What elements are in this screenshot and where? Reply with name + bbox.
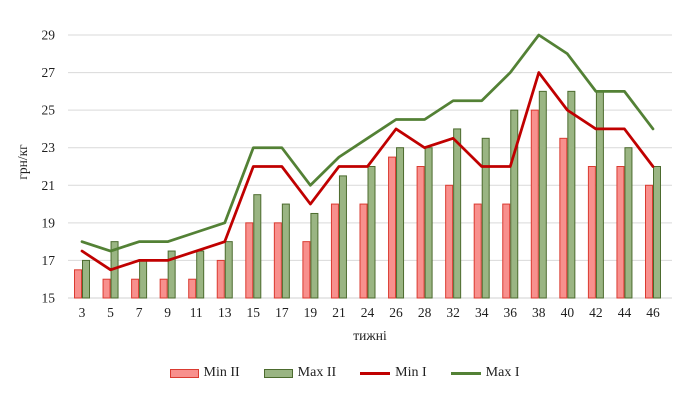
- y-tick-label: 29: [42, 28, 56, 43]
- x-tick-label: 5: [107, 305, 114, 320]
- min-ii-bar: [273, 222, 282, 299]
- x-tick-label: 17: [275, 305, 289, 320]
- max-ii-bar: [510, 109, 519, 299]
- min-i-line-swatch-icon: [360, 371, 391, 375]
- min-ii-bar: [245, 222, 254, 299]
- x-tick-label: 44: [618, 305, 632, 320]
- min-ii-bar: [102, 278, 111, 299]
- max-ii-bar: [624, 147, 633, 299]
- x-axis-tick-labels: 3 5 7 9 11 13 15 17 19 21 24 26 28 32 34 36 38 40 42 44 46: [79, 305, 660, 320]
- max-ii-bar: [338, 175, 347, 299]
- min-i-line: [80, 71, 655, 272]
- x-tick-label: 13: [218, 305, 232, 320]
- legend-item-min-ii: Min II: [169, 365, 240, 380]
- y-tick-label: 21: [42, 178, 56, 193]
- y-tick-label: 25: [42, 103, 56, 118]
- legend-label-max-i: Max I: [485, 365, 520, 380]
- max-ii-bar: [139, 259, 148, 299]
- legend-item-min-i: Min I: [360, 366, 427, 380]
- min-ii-bar: [302, 241, 311, 299]
- max-ii-bar: [367, 166, 376, 299]
- x-tick-label: 7: [136, 305, 143, 320]
- x-tick-label: 42: [589, 305, 603, 320]
- min-ii-bar: [473, 203, 482, 299]
- legend: Min II Max II Min I Max I: [0, 360, 689, 386]
- max-ii-bar: [424, 147, 433, 299]
- x-tick-label: 3: [79, 305, 86, 320]
- y-tick-label: 17: [42, 253, 56, 268]
- max-ii-bar: [167, 250, 176, 299]
- min-ii-bar: [559, 137, 568, 299]
- max-ii-bar: [567, 90, 576, 299]
- x-tick-label: 26: [389, 305, 403, 320]
- min-ii-bar: [188, 278, 197, 299]
- x-tick-label: 38: [532, 305, 546, 320]
- x-tick-label: 24: [361, 305, 375, 320]
- min-ii-bar: [131, 278, 140, 299]
- min-ii-bar-swatch-icon: [169, 368, 199, 378]
- legend-label-max-ii: Max II: [297, 365, 337, 380]
- max-ii-bar: [196, 250, 205, 299]
- min-ii-bar: [645, 184, 653, 299]
- y-tick-label: 23: [42, 140, 56, 155]
- min-ii-bar: [359, 203, 368, 299]
- legend-item-max-i: Max I: [450, 365, 520, 380]
- x-tick-label: 11: [190, 305, 203, 320]
- max-i-line-swatch-icon: [450, 371, 481, 375]
- legend-item-max-ii: Max II: [263, 365, 337, 380]
- x-tick-label: 36: [504, 305, 518, 320]
- y-tick-label: 19: [42, 215, 56, 230]
- x-tick-label: 40: [561, 305, 575, 320]
- max-ii-bar-swatch-icon: [263, 368, 293, 378]
- max-ii-bar: [281, 203, 290, 299]
- x-tick-label: 19: [304, 305, 318, 320]
- x-tick-label: 9: [164, 305, 171, 320]
- min-ii-bar: [616, 166, 625, 299]
- y-tick-label: 15: [42, 291, 56, 306]
- max-i-line: [80, 33, 655, 253]
- x-tick-label: 46: [646, 305, 660, 320]
- min-ii-bar: [587, 166, 596, 299]
- min-ii-bar: [416, 166, 425, 299]
- min-ii-bar: [502, 203, 511, 299]
- line-series: [80, 33, 655, 272]
- legend-label-min-i: Min I: [395, 365, 427, 380]
- max-ii-bar: [310, 212, 319, 299]
- y-axis-tick-labels: 15 17 19 21 23 25 27 29: [42, 28, 56, 306]
- x-tick-label: 28: [418, 305, 432, 320]
- max-ii-bar: [82, 259, 90, 299]
- max-ii-bar: [453, 128, 462, 299]
- max-ii-bar: [224, 241, 233, 299]
- bar-series: [74, 90, 661, 299]
- max-ii-bar: [481, 137, 490, 299]
- x-tick-label: 15: [247, 305, 261, 320]
- max-ii-bar: [253, 194, 262, 299]
- min-ii-bar: [445, 184, 454, 299]
- min-ii-bar: [216, 259, 225, 299]
- x-tick-label: 32: [446, 305, 460, 320]
- max-ii-bar: [538, 90, 547, 299]
- min-ii-bar: [530, 109, 539, 299]
- max-ii-bar: [653, 166, 661, 299]
- x-tick-label: 34: [475, 305, 489, 320]
- min-ii-bar: [159, 278, 168, 299]
- x-tick-label: 21: [332, 305, 346, 320]
- y-axis-title: грн/кг: [15, 144, 30, 180]
- min-ii-bar: [330, 203, 339, 299]
- x-axis-title: тижні: [353, 328, 387, 343]
- max-ii-bar: [396, 147, 405, 299]
- y-tick-label: 27: [42, 65, 56, 80]
- max-ii-bar: [595, 90, 604, 299]
- min-ii-bar: [388, 156, 397, 299]
- min-ii-bar: [74, 269, 82, 299]
- legend-label-min-ii: Min II: [203, 365, 240, 380]
